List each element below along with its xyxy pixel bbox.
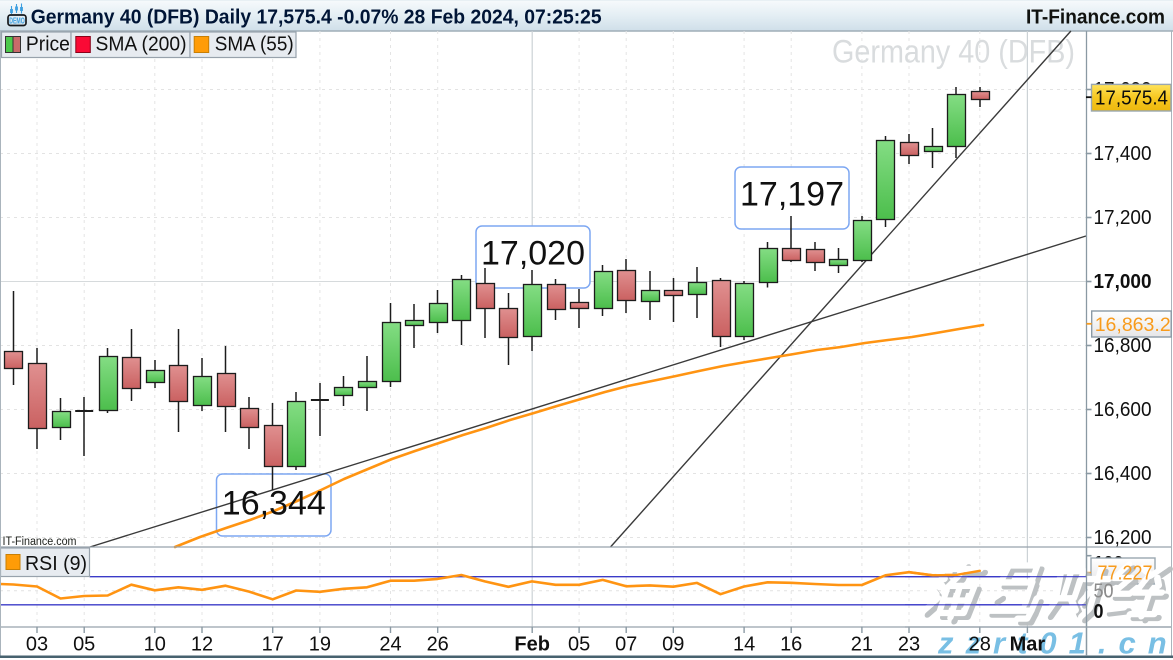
- svg-text:DEMO: DEMO: [9, 15, 25, 25]
- svg-text:Germany 40 (DFB): Germany 40 (DFB): [832, 34, 1075, 70]
- svg-text:19: 19: [309, 634, 331, 656]
- svg-text:Germany 40 (DFB) Daily 17,575.: Germany 40 (DFB) Daily 17,575.4 -0.07% 2…: [31, 6, 602, 29]
- svg-text:10: 10: [144, 634, 166, 656]
- svg-text:16: 16: [780, 634, 802, 656]
- svg-text:zzrt01.cn: zzrt01.cn: [937, 626, 1173, 660]
- svg-text:SMA (55): SMA (55): [215, 34, 294, 56]
- svg-text:Mar: Mar: [1010, 634, 1046, 656]
- svg-text:16,800: 16,800: [1094, 335, 1152, 357]
- svg-text:14: 14: [733, 634, 755, 656]
- svg-text:16,600: 16,600: [1094, 399, 1152, 421]
- svg-text:21: 21: [851, 634, 873, 656]
- svg-text:28: 28: [969, 634, 991, 656]
- svg-text:RSI (9): RSI (9): [25, 553, 87, 575]
- svg-text:17,400: 17,400: [1094, 143, 1152, 165]
- svg-text:77.227: 77.227: [1098, 563, 1153, 585]
- svg-text:17,197: 17,197: [740, 176, 844, 214]
- svg-text:16,400: 16,400: [1094, 463, 1152, 485]
- svg-text:17: 17: [262, 634, 284, 656]
- svg-text:16,344: 16,344: [222, 485, 326, 523]
- svg-text:SMA (200): SMA (200): [96, 34, 187, 56]
- svg-text:09: 09: [662, 634, 684, 656]
- svg-text:05: 05: [568, 634, 590, 656]
- svg-text:IT-Finance.com: IT-Finance.com: [1026, 6, 1165, 29]
- svg-text:50: 50: [1094, 581, 1114, 603]
- svg-text:16,863.2: 16,863.2: [1095, 314, 1171, 336]
- svg-text:17,575.4: 17,575.4: [1095, 87, 1168, 110]
- svg-text:26: 26: [427, 634, 449, 656]
- svg-text:12: 12: [191, 634, 213, 656]
- svg-text:23: 23: [898, 634, 920, 656]
- svg-text:05: 05: [73, 634, 95, 656]
- svg-text:03: 03: [26, 634, 48, 656]
- svg-text:0: 0: [1094, 601, 1104, 623]
- svg-text:Feb: Feb: [514, 634, 550, 656]
- svg-text:17,200: 17,200: [1094, 207, 1152, 229]
- svg-text:24: 24: [379, 634, 401, 656]
- svg-text:IT-Finance.com: IT-Finance.com: [3, 536, 77, 548]
- svg-text:07: 07: [615, 634, 637, 656]
- svg-text:16,200: 16,200: [1094, 527, 1152, 549]
- svg-text:17,000: 17,000: [1094, 271, 1152, 293]
- svg-text:Price: Price: [26, 34, 70, 56]
- svg-text:17,020: 17,020: [481, 235, 585, 273]
